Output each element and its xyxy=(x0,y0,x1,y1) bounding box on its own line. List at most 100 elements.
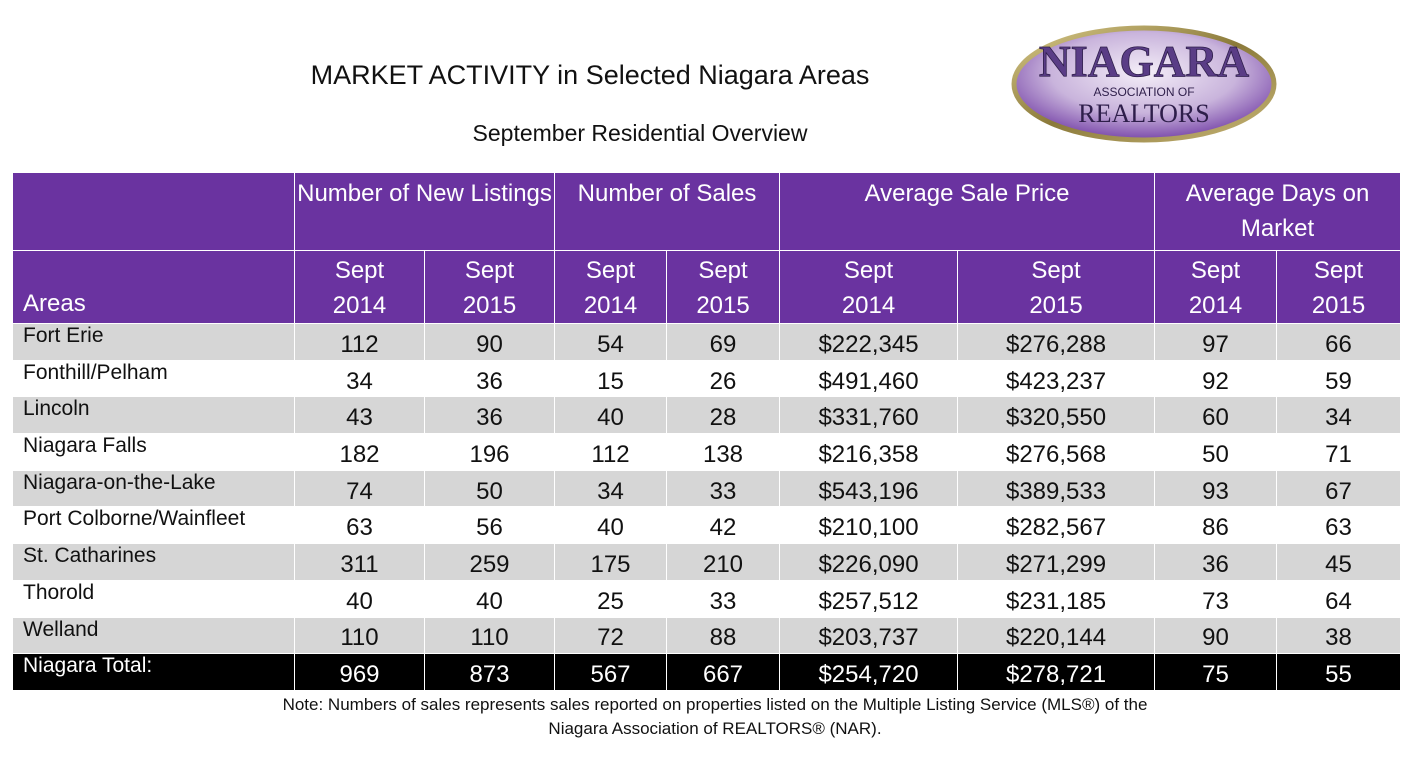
period-month: Sept xyxy=(1190,257,1241,284)
total-value-cell: 873 xyxy=(423,653,556,691)
value-cell: 40 xyxy=(554,506,668,545)
area-name-cell: Lincoln xyxy=(12,396,295,435)
table-row: Welland 110 110 72 88 $203,737 $220,144 90 38 xyxy=(12,616,1402,655)
value-cell: $220,144 xyxy=(957,616,1156,655)
value-cell: $276,288 xyxy=(957,323,1156,361)
period-header: Sept 2015 xyxy=(957,250,1156,324)
value-cell: 36 xyxy=(423,359,556,398)
period-month: Sept xyxy=(1031,257,1081,284)
value-cell: $222,345 xyxy=(779,323,959,361)
total-value-cell: 75 xyxy=(1154,653,1278,691)
area-name-cell: Thorold xyxy=(12,579,295,618)
table-row: Lincoln 43 36 40 28 $331,760 $320,550 60 34 xyxy=(12,396,1402,435)
sales-header: Number of Sales xyxy=(554,172,781,251)
table-row: St. Catharines 311 259 175 210 $226,090 $271,2… xyxy=(12,543,1402,581)
value-cell: 43 xyxy=(294,396,425,435)
value-cell: 34 xyxy=(554,469,668,508)
value-cell: 15 xyxy=(554,359,668,398)
period-month: Sept xyxy=(698,257,748,284)
value-cell: 40 xyxy=(554,396,668,435)
value-cell: $257,512 xyxy=(779,579,959,618)
area-name-cell: Fort Erie xyxy=(12,323,295,361)
total-label-cell: Niagara Total: xyxy=(12,653,295,691)
value-cell: $231,185 xyxy=(957,579,1156,618)
total-value-cell: 667 xyxy=(666,653,781,691)
value-cell: 74 xyxy=(294,469,425,508)
period-header: Sept 2015 xyxy=(1276,250,1402,324)
period-month: Sept xyxy=(334,257,385,284)
value-cell: 210 xyxy=(666,543,781,581)
value-cell: 50 xyxy=(1154,433,1278,471)
value-cell: 42 xyxy=(666,506,781,545)
total-value-cell: 969 xyxy=(294,653,425,691)
value-cell: $203,737 xyxy=(779,616,959,655)
table-body: Fort Erie 112 90 54 69 $222,345 $276,288 97 66 Fo… xyxy=(12,323,1402,691)
period-year: 2015 xyxy=(1311,292,1366,319)
value-cell: $226,090 xyxy=(779,543,959,581)
period-header-row: Areas Sept 2014 Sept 2015 Sept 2014 Sept 2015 Se… xyxy=(12,250,1402,324)
value-cell: $423,237 xyxy=(957,359,1156,398)
value-cell: 112 xyxy=(294,323,425,361)
value-cell: $389,533 xyxy=(957,469,1156,508)
period-year: 2015 xyxy=(696,292,750,319)
value-cell: 97 xyxy=(1154,323,1278,361)
period-year: 2014 xyxy=(1188,292,1243,319)
value-cell: 64 xyxy=(1276,579,1402,618)
value-cell: 45 xyxy=(1276,543,1402,581)
value-cell: 33 xyxy=(666,579,781,618)
area-name-cell: Niagara Falls xyxy=(12,433,295,471)
value-cell: 25 xyxy=(554,579,668,618)
period-header: Sept 2014 xyxy=(779,250,959,324)
period-header: Sept 2014 xyxy=(294,250,425,324)
value-cell: 34 xyxy=(294,359,425,398)
table-row: Niagara Falls 182 196 112 138 $216,358 $276,56… xyxy=(12,433,1402,471)
value-cell: 56 xyxy=(423,506,556,545)
value-cell: 90 xyxy=(1154,616,1278,655)
value-cell: $282,567 xyxy=(957,506,1156,545)
value-cell: 54 xyxy=(554,323,668,361)
value-cell: 67 xyxy=(1276,469,1402,508)
value-cell: 90 xyxy=(423,323,556,361)
value-cell: 92 xyxy=(1154,359,1278,398)
table-row: Port Colborne/Wainfleet 63 56 40 42 $210,100 $… xyxy=(12,506,1402,545)
value-cell: 88 xyxy=(666,616,781,655)
avg-days-header: Average Days on Market xyxy=(1154,172,1402,251)
page-subtitle: September Residential Overview xyxy=(472,120,808,146)
value-cell: $210,100 xyxy=(779,506,959,545)
total-row: Niagara Total: 969 873 567 667 $254,720 $278,7… xyxy=(12,653,1402,691)
value-cell: $216,358 xyxy=(779,433,959,471)
table-row: Fonthill/Pelham 34 36 15 26 $491,460 $423,237 9… xyxy=(12,359,1402,398)
value-cell: 26 xyxy=(666,359,781,398)
value-cell: 138 xyxy=(666,433,781,471)
value-cell: 73 xyxy=(1154,579,1278,618)
value-cell: 112 xyxy=(554,433,668,471)
period-year: 2014 xyxy=(583,292,638,319)
value-cell: 259 xyxy=(423,543,556,581)
value-cell: $331,760 xyxy=(779,396,959,435)
value-cell: 59 xyxy=(1276,359,1402,398)
area-name-cell: Port Colborne/Wainfleet xyxy=(12,506,295,545)
logo-association-text: ASSOCIATION OF xyxy=(1093,85,1194,99)
value-cell: 71 xyxy=(1276,433,1402,471)
blank-header-cell xyxy=(12,172,295,251)
value-cell: 63 xyxy=(294,506,425,545)
value-cell: $543,196 xyxy=(779,469,959,508)
value-cell: 40 xyxy=(423,579,556,618)
value-cell: 33 xyxy=(666,469,781,508)
value-cell: 311 xyxy=(294,543,425,581)
period-header: Sept 2015 xyxy=(666,250,781,324)
group-header-row: Number of New Listings Number of Sales A… xyxy=(12,172,1402,251)
total-value-cell: $254,720 xyxy=(779,653,959,691)
value-cell: 28 xyxy=(666,396,781,435)
page-title: MARKET ACTIVITY in Selected Niagara Area… xyxy=(310,60,870,90)
total-value-cell: $278,721 xyxy=(957,653,1156,691)
value-cell: $271,299 xyxy=(957,543,1156,581)
value-cell: $320,550 xyxy=(957,396,1156,435)
table-row: Niagara-on-the-Lake 74 50 34 33 $543,196 $389,… xyxy=(12,469,1402,508)
period-month: Sept xyxy=(1313,257,1364,284)
value-cell: 36 xyxy=(423,396,556,435)
value-cell: 63 xyxy=(1276,506,1402,545)
areas-header: Areas xyxy=(12,250,295,324)
total-value-cell: 567 xyxy=(554,653,668,691)
avg-price-header: Average Sale Price xyxy=(779,172,1156,251)
